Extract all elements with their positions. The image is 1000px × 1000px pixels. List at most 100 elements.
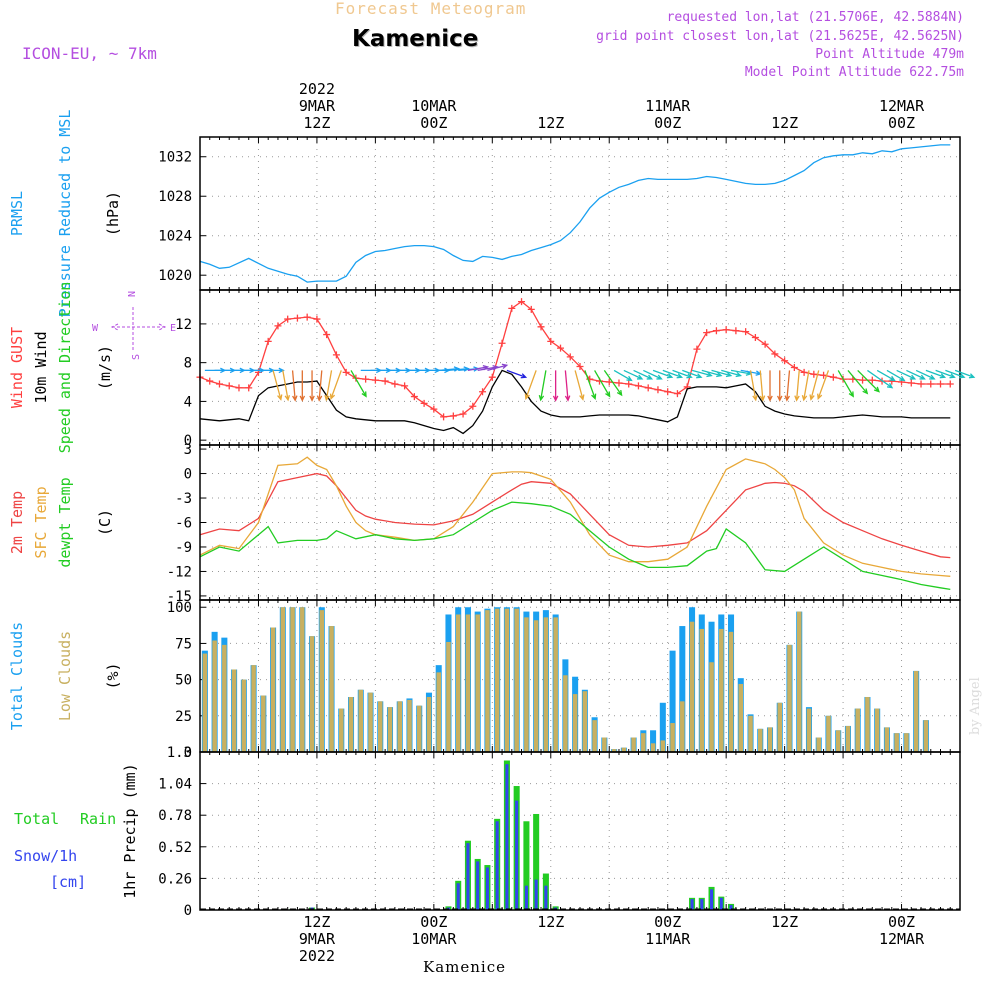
axis-label: Pressure Reduced to MSL — [56, 110, 74, 318]
bar-low-clouds — [874, 708, 880, 752]
bar-low-clouds — [416, 705, 422, 752]
wind-arrow — [309, 370, 315, 402]
bar-low-clouds — [377, 701, 383, 752]
wind-arrow — [643, 369, 663, 380]
gust-marker — [761, 340, 769, 348]
bar-snow-1h — [476, 861, 480, 910]
y-tick-label: 4 — [184, 394, 192, 410]
gust-marker — [537, 323, 545, 331]
bar-low-clouds — [212, 640, 217, 752]
compass-e: E — [170, 323, 176, 334]
y-tick-label: -15 — [167, 589, 192, 605]
panel-temp: -15 -12 -9 -6 -3 0 3 2m Temp SFC Temp dewpt Temp (… — [8, 442, 961, 605]
wind-arrow — [487, 363, 509, 372]
gust-marker — [781, 357, 789, 365]
wind-arrow — [682, 369, 703, 379]
wind-arrow — [299, 370, 306, 402]
model-altitude: Model Point Altitude 622.75m — [744, 65, 964, 80]
bar-snow-1h — [485, 867, 489, 910]
y-tick-label: 0 — [184, 433, 192, 449]
bar-low-clouds — [592, 720, 597, 752]
wind-arrow — [794, 370, 800, 402]
gust-marker — [547, 337, 555, 345]
bar-low-clouds — [407, 699, 412, 752]
date-label-top: 11MAR — [645, 97, 691, 115]
wind-arrow — [603, 370, 623, 397]
bar-low-clouds — [339, 708, 344, 752]
bar-low-clouds — [709, 662, 714, 752]
wind-arrow — [945, 369, 966, 379]
gust-marker — [332, 351, 340, 359]
gust-marker — [810, 370, 818, 378]
compass-s: S — [131, 354, 142, 360]
bar-low-clouds — [280, 607, 286, 752]
bar-total-clouds — [659, 702, 666, 752]
gust-marker — [215, 380, 223, 388]
gust-marker — [946, 380, 954, 388]
bar-low-clouds — [563, 675, 568, 752]
grid-point-coords: grid point closest lon,lat (21.5625E, 42… — [596, 29, 964, 44]
bar-low-clouds — [261, 695, 266, 752]
bar-snow-1h — [524, 885, 528, 910]
wind-arrow — [613, 369, 633, 382]
bar-rain — [523, 821, 530, 910]
bar-snow-1h — [495, 821, 499, 910]
gust-marker — [712, 327, 720, 335]
bar-snow-1h — [719, 897, 723, 910]
date-label-top: 00Z — [420, 114, 447, 132]
legend-total: Total — [14, 810, 59, 828]
date-label-bottom: 9MAR — [299, 930, 336, 948]
y-tick-label: 3 — [184, 442, 192, 458]
bar-low-clouds — [641, 733, 646, 752]
y-tick-label: 12 — [175, 317, 192, 333]
gust-marker — [284, 315, 292, 323]
bar-low-clouds — [358, 689, 364, 752]
bar-low-clouds — [757, 728, 763, 752]
bar-low-clouds — [222, 644, 227, 752]
axis-label: dewpt Temp — [56, 477, 74, 567]
wind-arrow — [701, 369, 723, 378]
axis-label: (C) — [96, 509, 114, 536]
gust-marker — [469, 402, 477, 410]
bar-low-clouds — [650, 743, 656, 752]
gust-marker — [800, 368, 808, 376]
gust-marker — [420, 399, 428, 407]
bar-low-clouds — [426, 696, 432, 752]
location-title: Kamenice — [352, 26, 479, 52]
gust-marker — [868, 376, 876, 384]
point-altitude: Point Altitude 479m — [815, 47, 964, 62]
y-tick-label: 0.52 — [158, 840, 192, 856]
y-tick-label: 0 — [184, 467, 192, 483]
bar-snow-1h — [729, 905, 733, 910]
gust-marker — [722, 326, 730, 334]
compass-n: N — [127, 291, 138, 297]
axis-label: 1hr Precip (mm) — [121, 763, 139, 898]
wind-arrow — [564, 370, 571, 402]
model-label: ICON-EU, ~ 7km — [22, 44, 157, 63]
wind-arrow — [857, 369, 880, 393]
wind-arrow — [915, 369, 936, 380]
wind-arrow — [552, 370, 559, 402]
bar-low-clouds — [455, 614, 461, 752]
y-tick-label: 100 — [167, 600, 192, 616]
wind-arrow — [954, 369, 976, 379]
bar-low-clouds — [777, 702, 783, 752]
gust-marker — [206, 377, 214, 385]
bar-low-clouds — [845, 725, 851, 752]
bar-low-clouds — [835, 730, 841, 752]
legend-snow: Snow/1h — [14, 847, 77, 865]
date-label-bottom: 12Z — [303, 913, 330, 931]
gust-marker — [362, 375, 370, 383]
gust-marker — [264, 337, 272, 345]
y-tick-label: 0 — [184, 745, 192, 761]
bar-low-clouds — [796, 611, 802, 752]
date-label-bottom: 12Z — [771, 913, 798, 931]
y-tick-label: 50 — [175, 673, 192, 689]
wind-arrow — [633, 369, 654, 380]
gust-marker — [937, 380, 945, 388]
gust-marker — [703, 329, 711, 337]
bar-snow-1h — [515, 800, 519, 910]
axis-label: SFC Temp — [32, 486, 50, 558]
gust-marker — [654, 386, 662, 394]
bar-low-clouds — [270, 627, 276, 752]
